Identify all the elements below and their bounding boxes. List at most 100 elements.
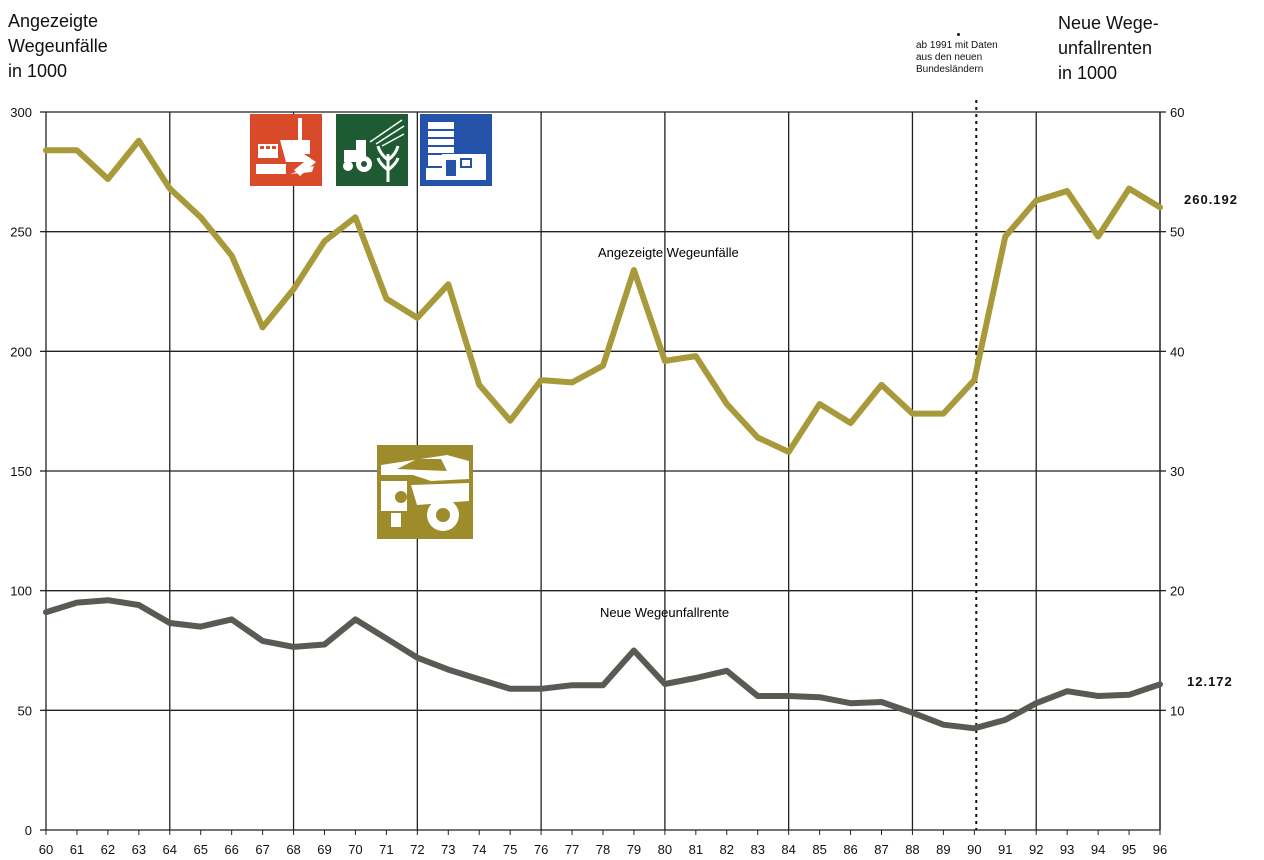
x-tick-label: 87 [874,842,888,857]
data-point [105,176,111,182]
data-point [74,600,80,606]
data-point [909,411,915,417]
x-tick-label: 62 [101,842,115,857]
x-tick-label: 60 [39,842,53,857]
x-tick-label: 81 [689,842,703,857]
data-point [724,401,730,407]
data-point [538,686,544,692]
x-tick-label: 76 [534,842,548,857]
right-tick-label: 20 [1170,584,1184,599]
data-point [260,324,266,330]
data-point [786,449,792,455]
data-point [1002,233,1008,239]
data-point [414,655,420,661]
end-label-wegeunfaelle: 260.192 [1184,192,1238,207]
data-point [507,686,513,692]
note-text: ab 1991 mit Daten aus den neuen Bundeslä… [916,40,998,75]
data-point [229,616,235,622]
data-point [1064,688,1070,694]
left-axis-title: Angezeigte Wegeunfälle in 1000 [8,11,108,81]
x-tick-label: 85 [812,842,826,857]
data-point [724,668,730,674]
right-tick-label: 40 [1170,344,1184,359]
data-point [1002,717,1008,723]
left-tick-label: 200 [10,344,32,359]
x-tick-label: 71 [379,842,393,857]
data-point [569,682,575,688]
left-tick-label: 250 [10,225,32,240]
right-tick-label: 50 [1170,225,1184,240]
x-tick-label: 95 [1122,842,1136,857]
data-point [291,644,297,650]
data-point [755,434,761,440]
data-point [105,597,111,603]
data-point [693,675,699,681]
data-point [229,253,235,259]
x-tick-label: 64 [163,842,177,857]
data-point [1157,204,1163,210]
data-point [322,642,327,648]
x-tick-label: 84 [781,842,795,857]
data-point [940,411,946,417]
data-point [352,214,358,220]
data-point [909,710,915,716]
data-point [1095,693,1101,699]
x-tick-label: 74 [472,842,486,857]
data-point [786,693,792,699]
x-tick-label: 93 [1060,842,1074,857]
series-group [43,137,1163,732]
data-point [383,636,389,642]
data-point [1033,198,1039,204]
x-tick-label: 94 [1091,842,1105,857]
car-accident-icon [377,445,473,539]
data-point [1033,700,1039,706]
data-point [631,648,637,653]
x-tick-label: 90 [967,842,981,857]
data-point [43,609,49,615]
data-point [136,138,142,144]
data-point [817,401,823,407]
left-tick-label: 50 [18,703,32,718]
x-tick-label: 88 [905,842,919,857]
data-point [538,377,544,383]
x-tick-label: 66 [224,842,238,857]
x-tick-label: 91 [998,842,1012,857]
data-point [693,353,699,359]
x-tick-label: 77 [565,842,579,857]
x-tick-label: 61 [70,842,84,857]
data-point [167,186,173,192]
data-point [1157,681,1163,687]
data-point [167,620,173,626]
tick-labels: 0 50 100 150 200 250 300 10 20 30 40 50 60 60 61 62 63 64… [10,105,1184,857]
series-label-wegeunfaelle: Angezeigte Wegeunfälle [598,245,739,260]
data-point [971,725,977,731]
data-point [445,281,451,287]
right-tick-label: 60 [1170,105,1184,120]
data-point [198,624,204,630]
data-point [476,382,482,388]
data-point [940,722,946,728]
right-tick-label: 30 [1170,464,1184,479]
office-building-icon [420,114,492,186]
data-point [291,286,297,292]
data-point [507,418,513,424]
left-tick-label: 150 [10,464,32,479]
data-point [74,147,80,153]
x-tick-label: 69 [317,842,331,857]
data-point [198,214,204,220]
data-point [43,147,49,153]
end-label-wegeunfallrente: 12.172 [1187,674,1233,689]
x-tick-label: 80 [658,842,672,857]
data-point [1126,186,1132,192]
data-point [755,693,761,699]
tractor-wheat-icon [336,114,408,186]
right-tick-label: 10 [1170,703,1184,718]
data-point [414,315,420,321]
x-tick-label: 83 [750,842,764,857]
factory-icon [250,114,322,186]
x-tick-label: 63 [132,842,146,857]
x-tick-label: 70 [348,842,362,857]
data-point [445,667,451,673]
data-point [476,676,482,682]
right-axis-title: Neue Wege- unfallrenten in 1000 [1058,13,1159,83]
